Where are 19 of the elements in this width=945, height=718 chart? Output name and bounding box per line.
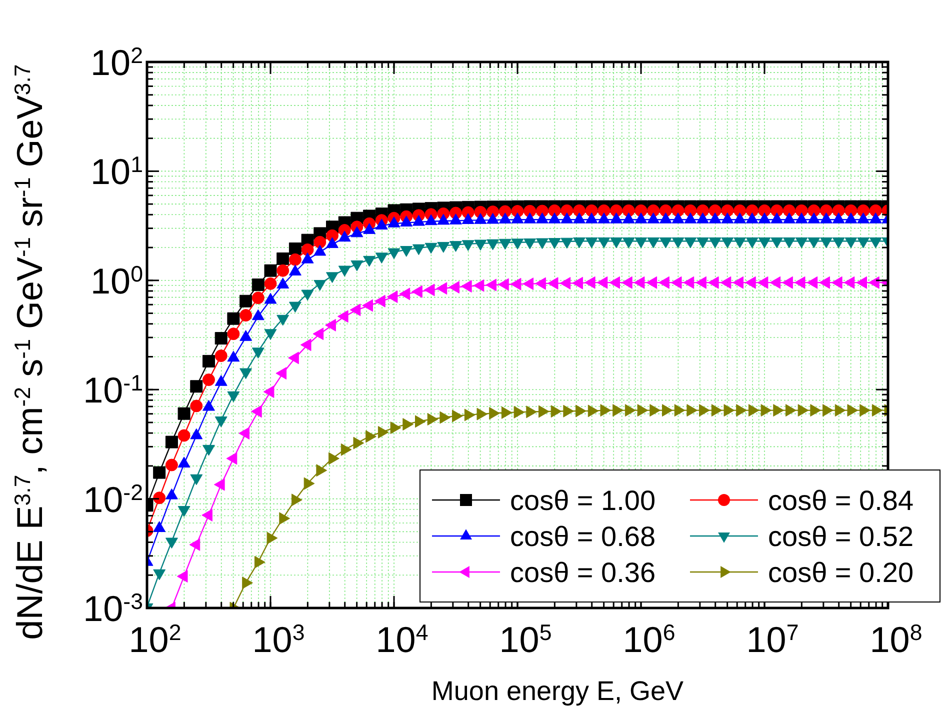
x-tick-label: 10$^{3}$ (252, 619, 305, 660)
legend-label: cosθ = 0.68 (510, 521, 656, 552)
x-axis-title: Muon energy E, GeV (431, 676, 684, 706)
x-tick-label: 10$^{5}$ (499, 619, 552, 660)
legend-label: cosθ = 0.20 (768, 557, 914, 588)
x-tick-label: 10$^{4}$ (376, 619, 428, 660)
y-tick-label: 10$^{0}$ (90, 260, 143, 302)
x-tick-label: 10$^{7}$ (746, 619, 799, 660)
y-tick-label: 10$^{-1}$ (83, 370, 143, 411)
legend-label: cosθ = 0.36 (510, 557, 656, 588)
legend-label: cosθ = 0.52 (768, 521, 914, 552)
y-tick-label: 10$^{1}$ (90, 151, 143, 192)
x-tick-label: 10$^{6}$ (622, 619, 676, 660)
x-tick-label: 10$^{8}$ (870, 619, 922, 660)
legend-label: cosθ = 1.00 (510, 485, 656, 516)
y-tick-label: 10$^{-2}$ (83, 478, 143, 520)
legend-label: cosθ = 0.84 (768, 485, 914, 516)
y-tick-label: 10$^{2}$ (90, 42, 143, 83)
x-tick-label: 10$^{2}$ (128, 619, 182, 660)
